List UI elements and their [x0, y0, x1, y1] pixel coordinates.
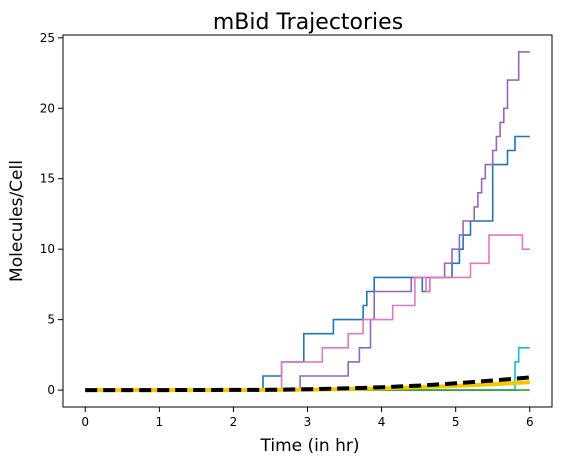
y-axis: 0 5 10 15 20 25 [40, 31, 63, 397]
y-tick-label: 0 [47, 383, 55, 397]
x-tick-label: 2 [230, 415, 238, 429]
trajectory-line-1 [85, 135, 530, 391]
trajectory-line-3 [85, 234, 530, 391]
y-tick-label: 20 [40, 101, 55, 115]
y-tick-label: 25 [40, 31, 55, 45]
x-tick-label: 5 [452, 415, 460, 429]
x-axis-label: Time (in hr) [260, 436, 360, 456]
x-axis: 0 1 2 3 4 5 6 [81, 407, 534, 429]
plot-lines [85, 51, 530, 393]
x-tick-label: 6 [526, 415, 534, 429]
y-tick-label: 15 [40, 172, 55, 186]
y-tick-label: 5 [47, 313, 55, 327]
y-axis-label: Molecules/Cell [7, 160, 27, 282]
x-tick-label: 0 [81, 415, 89, 429]
y-tick-label: 10 [40, 242, 55, 256]
mean-curve [85, 375, 530, 393]
trajectory-line-2 [85, 51, 530, 391]
x-tick-label: 3 [304, 415, 312, 429]
x-tick-label: 1 [155, 415, 163, 429]
chart-title: mBid Trajectories [213, 10, 403, 35]
x-tick-label: 4 [378, 415, 386, 429]
